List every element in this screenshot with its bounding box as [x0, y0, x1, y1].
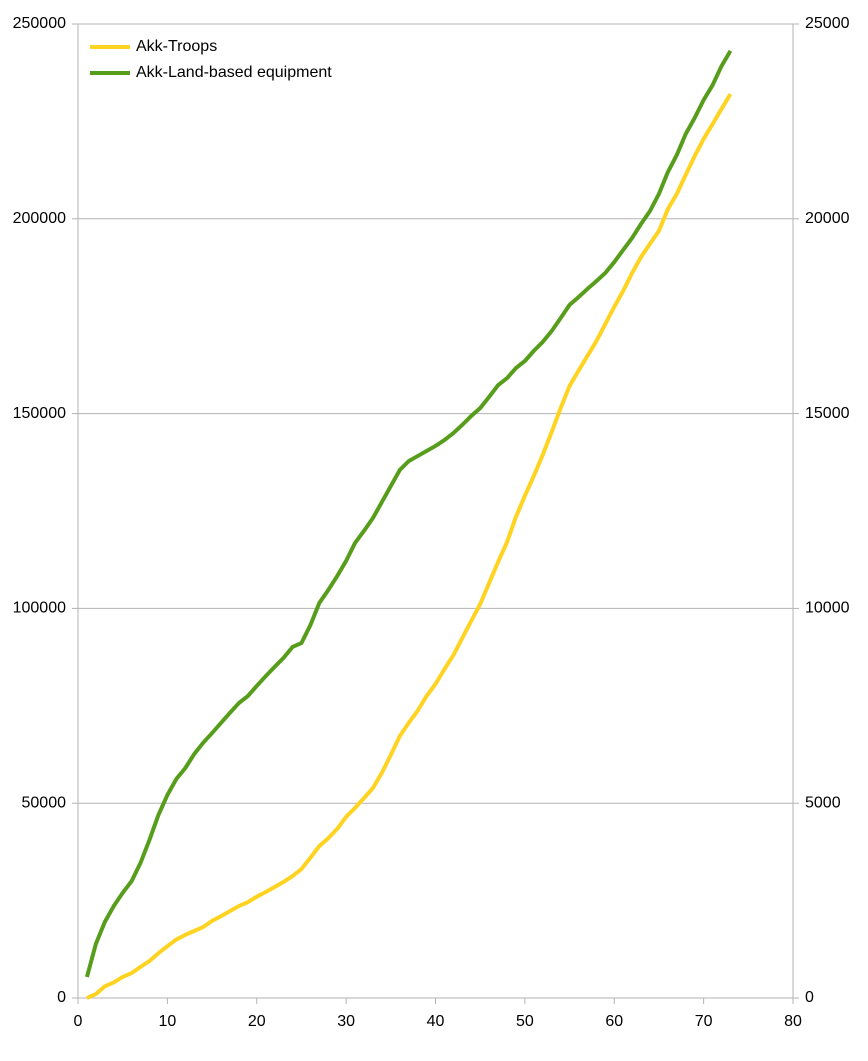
y-tick-label: 50000: [22, 794, 67, 811]
x-tick-label: 10: [158, 1013, 176, 1030]
x-tick-label: 50: [516, 1013, 534, 1030]
x-tick-label: 0: [74, 1013, 83, 1030]
x-tick-label: 80: [784, 1013, 802, 1030]
legend-label: Akk-Troops: [136, 38, 217, 55]
series-line: [86, 93, 733, 1000]
y2-tick-label: 5000: [805, 794, 841, 811]
legend-label: Akk-Land-based equipment: [136, 64, 332, 81]
y2-tick-label: 0: [805, 989, 814, 1006]
y2-tick-label: 25000: [805, 15, 850, 32]
y-tick-label: 0: [57, 989, 66, 1006]
y-tick-label: 200000: [13, 210, 66, 227]
series-line: [85, 49, 733, 978]
x-tick-label: 30: [337, 1013, 355, 1030]
y2-tick-label: 15000: [805, 405, 850, 422]
y-tick-label: 150000: [13, 405, 66, 422]
y-tick-label: 100000: [13, 600, 66, 617]
x-tick-label: 70: [695, 1013, 713, 1030]
y-tick-label: 250000: [13, 15, 66, 32]
x-tick-label: 40: [427, 1013, 445, 1030]
y2-tick-label: 20000: [805, 210, 850, 227]
y2-tick-label: 10000: [805, 600, 850, 617]
x-tick-label: 60: [605, 1013, 623, 1030]
x-tick-label: 20: [248, 1013, 266, 1030]
